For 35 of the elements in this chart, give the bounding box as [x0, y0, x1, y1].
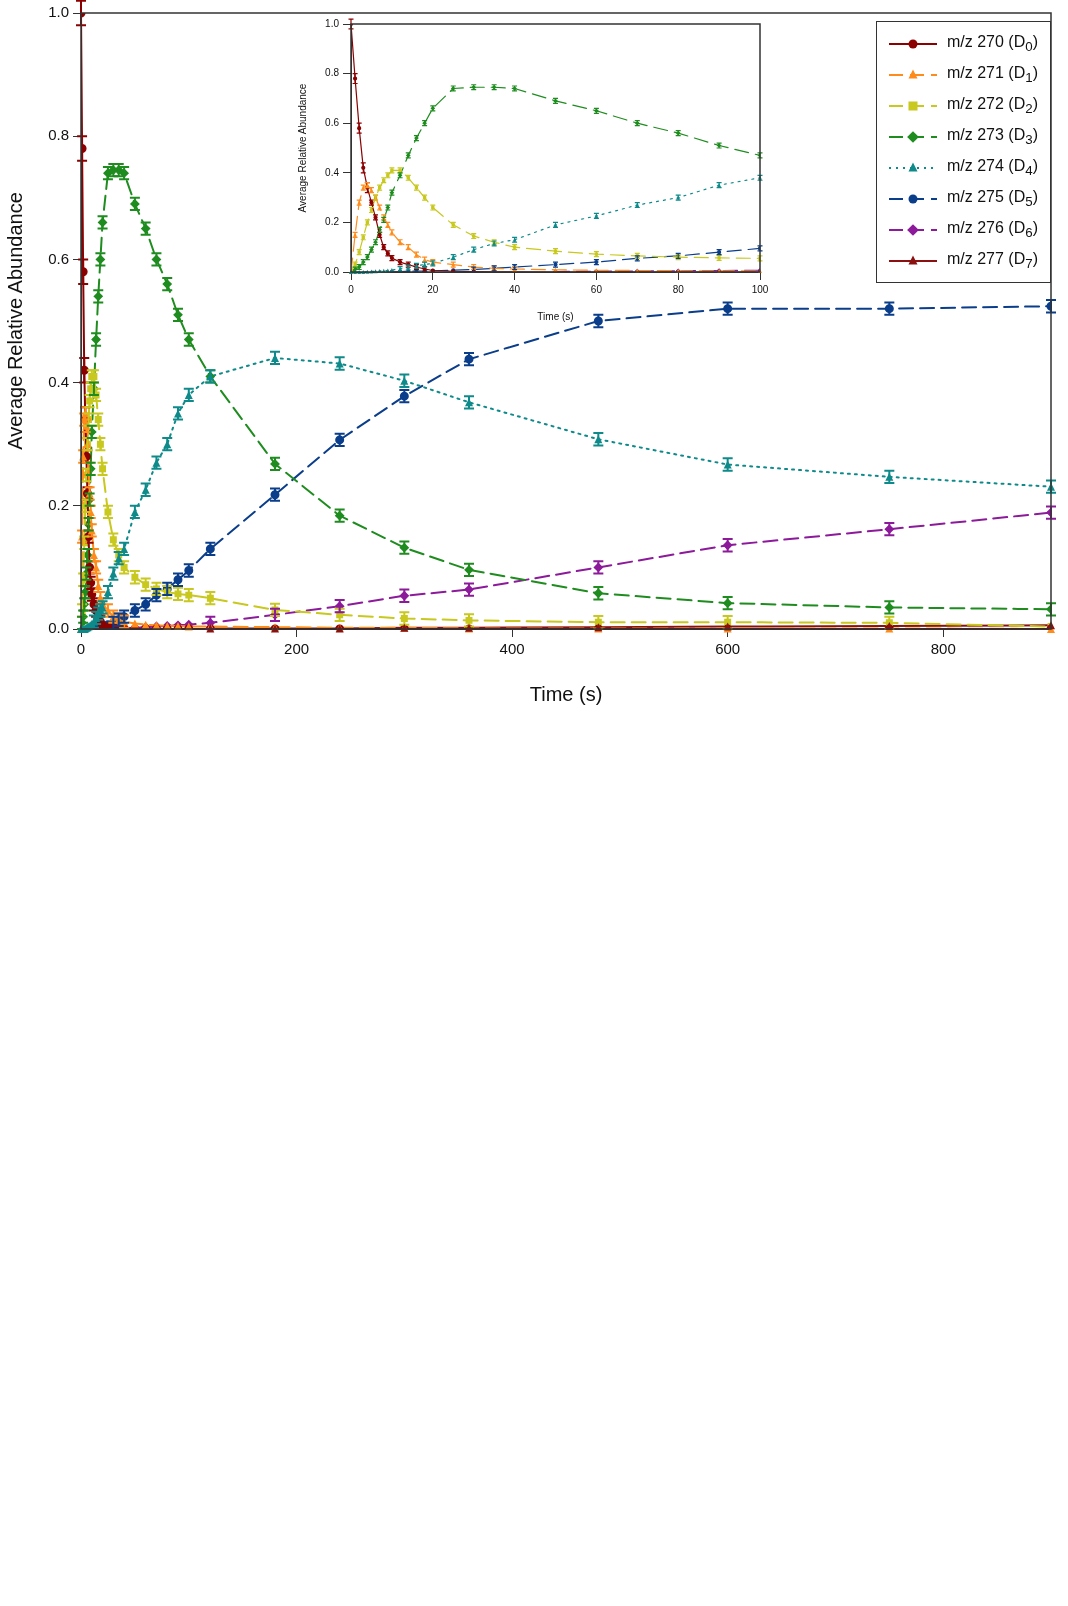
x-tick-label: 0 — [76, 640, 86, 658]
y-tick-label: 0.0 — [48, 619, 69, 637]
y-tick-label: 0.4 — [48, 372, 69, 390]
x-axis-title: Time (s) — [529, 682, 603, 705]
y-tick-label: 0.0 — [325, 265, 340, 277]
legend-label: m/z 272 (D$_{2}$) — [947, 94, 1038, 117]
x-tick-label: 200 — [284, 640, 310, 658]
legend-label: m/z 274 (D$_{4}$) — [947, 156, 1038, 179]
y-tick-label: 0.6 — [48, 249, 69, 267]
x-tick-label: 60 — [590, 283, 603, 295]
y-axis-title: Average Relative Abundance — [296, 83, 308, 213]
x-tick-label: 800 — [930, 640, 956, 658]
y-tick-label: 0.2 — [48, 495, 69, 513]
legend-label: m/z 275 (D$_{5}$) — [947, 187, 1038, 210]
y-tick-label: 0.6 — [325, 116, 340, 128]
y-axis-title: Average Relative Abundance — [3, 192, 26, 450]
legend-label: m/z 273 (D$_{3}$) — [947, 125, 1038, 148]
y-tick-label: 0.8 — [325, 67, 340, 79]
legend-label: m/z 277 (D$_{7}$) — [947, 249, 1038, 272]
x-tick-label: 100 — [751, 283, 769, 295]
legend-label: m/z 270 (D$_{0}$) — [947, 32, 1038, 55]
y-tick-label: 0.8 — [48, 126, 69, 144]
legend-label: m/z 276 (D$_{6}$) — [947, 218, 1038, 241]
x-tick-label: 80 — [672, 283, 685, 295]
y-tick-label: 1.0 — [325, 17, 340, 29]
x-tick-label: 0 — [348, 283, 355, 295]
y-tick-label: 1.0 — [48, 3, 69, 21]
x-tick-label: 40 — [509, 283, 521, 295]
x-tick-label: 20 — [427, 283, 439, 295]
y-tick-label: 0.2 — [325, 216, 340, 228]
x-tick-label: 400 — [499, 640, 525, 658]
y-tick-label: 0.4 — [325, 166, 340, 178]
legend-label: m/z 271 (D$_{1}$) — [947, 63, 1038, 86]
x-axis-title: Time (s) — [537, 310, 574, 322]
x-tick-label: 600 — [715, 640, 741, 658]
